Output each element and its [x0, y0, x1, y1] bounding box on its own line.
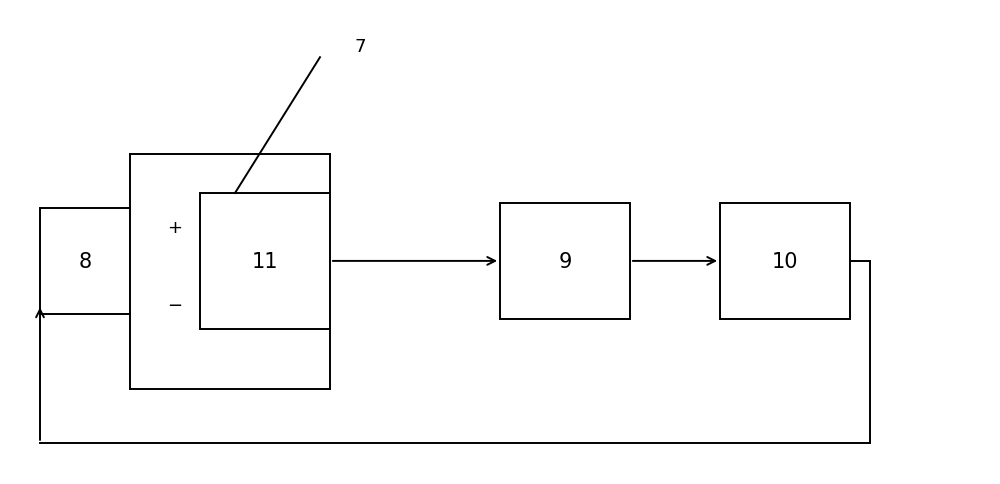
- Text: 10: 10: [772, 251, 798, 272]
- Text: 8: 8: [78, 251, 92, 272]
- FancyBboxPatch shape: [720, 203, 850, 319]
- FancyBboxPatch shape: [40, 208, 130, 315]
- Text: +: +: [168, 218, 182, 237]
- Text: 9: 9: [558, 251, 572, 272]
- Text: 7: 7: [355, 38, 366, 56]
- Text: 11: 11: [252, 251, 278, 272]
- FancyBboxPatch shape: [500, 203, 630, 319]
- FancyBboxPatch shape: [200, 194, 330, 329]
- Text: −: −: [167, 296, 183, 314]
